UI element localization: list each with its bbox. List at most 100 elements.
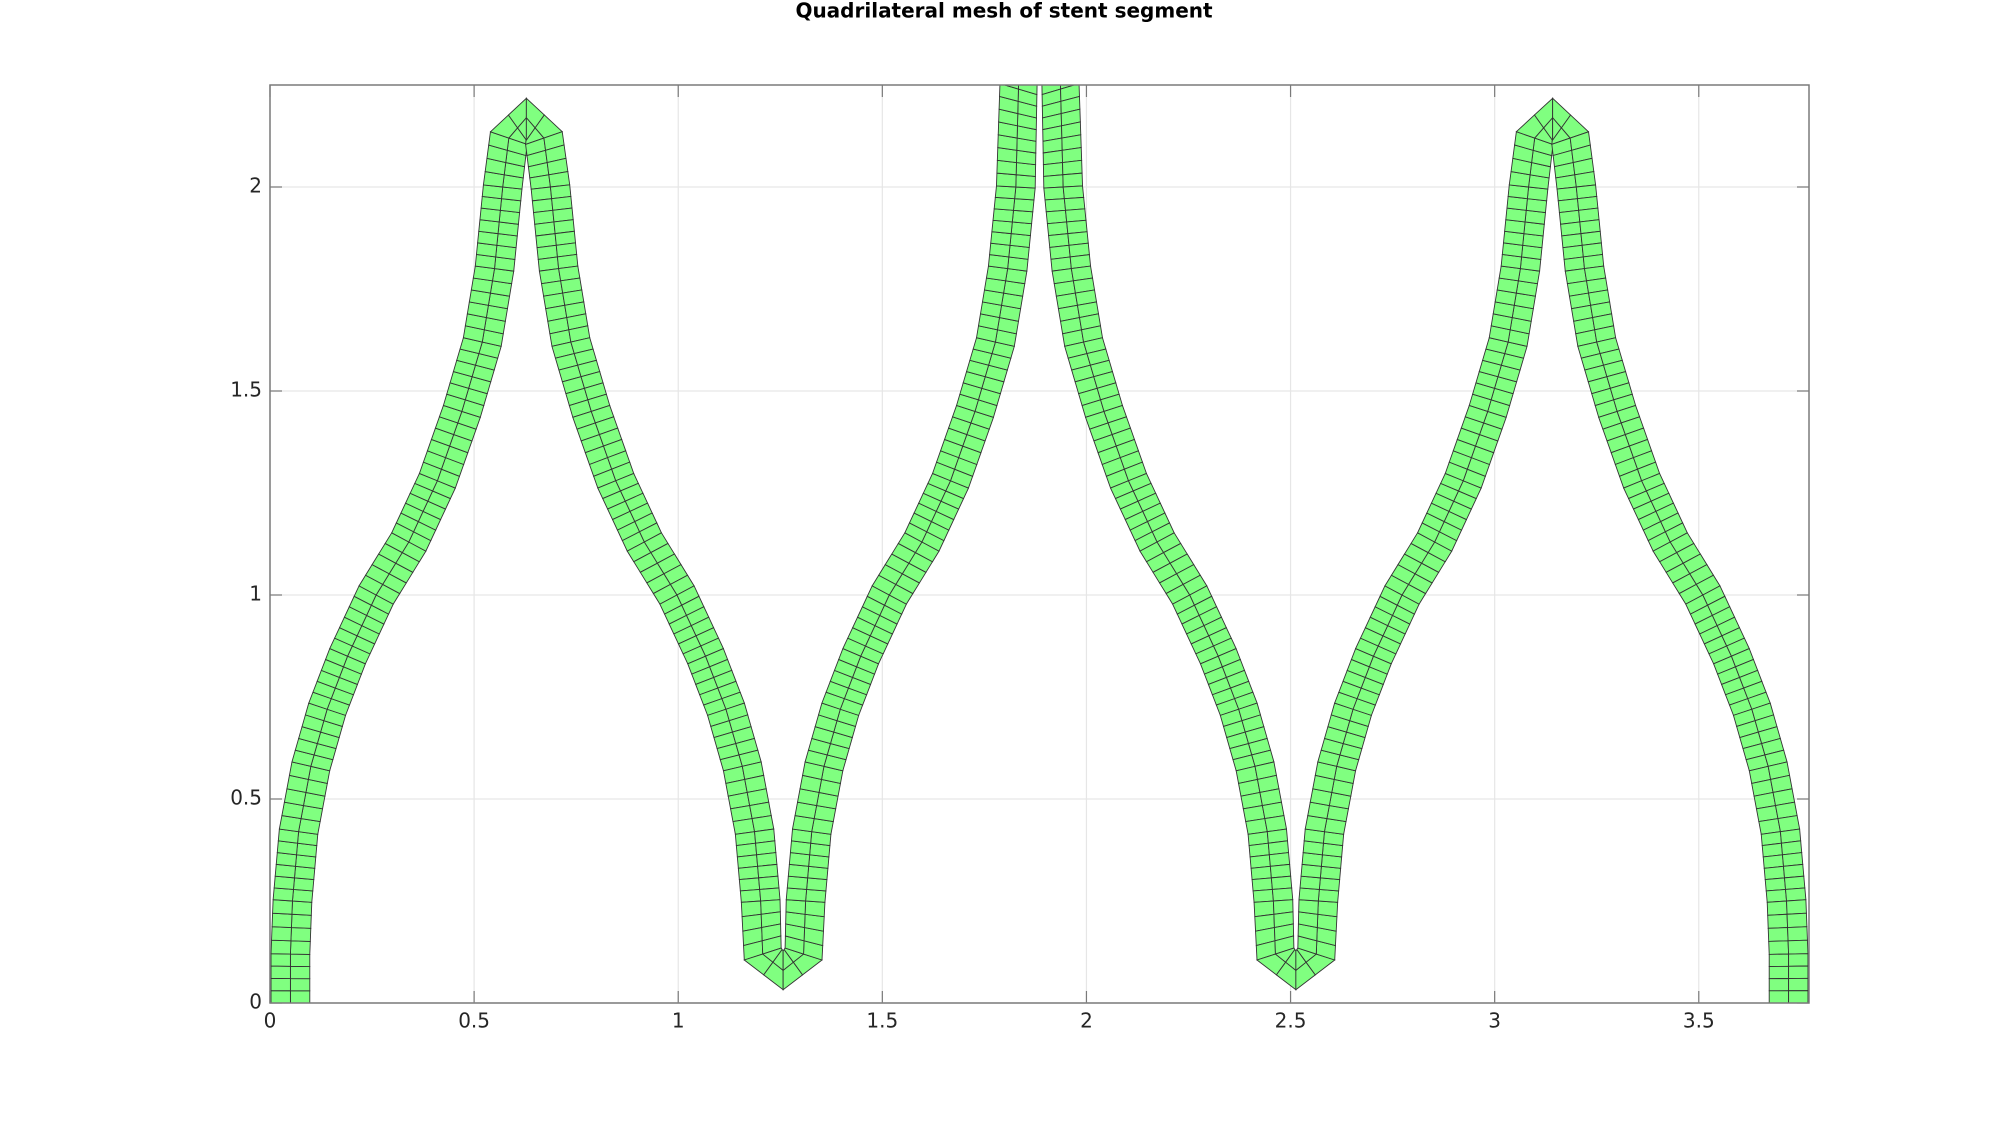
mesh-cell [1000,58,1019,77]
tick-labels: 0 0.5 1 1.5 2 2.5 3 3.5 0 0.5 1 1.5 2 [230,174,1714,1033]
mesh-cell [1046,58,1078,65]
mesh-cell [1001,58,1033,65]
mesh-cell [806,877,828,892]
mesh-cell [738,877,761,892]
mesh-cell [1317,900,1339,918]
mesh-cell [1042,162,1064,177]
mesh-cell [1768,965,1790,980]
mesh-cell [1017,85,1038,96]
x-tick-label: 1 [672,1009,685,1033]
mesh-cell [1764,877,1787,892]
mesh-cell [1252,888,1274,903]
mesh-cell [1768,978,1790,992]
y-tick-label: 2 [249,174,262,198]
mesh-cell [289,953,311,968]
mesh-cell [995,172,1017,188]
mesh-cell [1786,912,1808,928]
mesh-cell [1062,172,1084,188]
mesh-cell [785,887,808,902]
mesh-cell [1767,927,1789,942]
mesh-cell [994,185,1017,200]
mesh-cell [1250,865,1272,881]
x-tick-label: 3 [1488,1009,1501,1033]
mesh-cell [1574,171,1597,188]
mesh-cell [1784,875,1806,890]
mesh-cell [291,900,313,916]
mesh-cell [805,888,827,903]
x-tick-label: 2.5 [1275,1009,1307,1033]
mesh-cell [804,900,826,918]
mesh-cell [1298,899,1319,915]
mesh-cell [1269,863,1292,879]
y-tick-label: 0 [249,990,262,1014]
mesh-cell [1298,887,1320,902]
axes-box [269,84,1810,1004]
mesh-cell [1787,939,1809,955]
mesh-cell [1060,58,1079,77]
mesh-cell [1251,877,1273,892]
mesh-cell [1271,887,1294,902]
mesh-cell [786,875,809,890]
y-tick-label: 1 [249,582,262,606]
mesh-cell [1033,65,1047,72]
mesh-cell [270,953,291,967]
mesh-cell [1019,65,1039,72]
mesh-cell [757,863,779,879]
mesh-cell [1043,186,1065,201]
mesh-cell [1785,887,1807,902]
mesh-cell [1788,965,1809,979]
x-tick-label: 3.5 [1683,1009,1715,1033]
mesh-cell [1015,174,1036,189]
x-tick-label: 2 [1080,1009,1093,1033]
mesh-cell [270,965,291,979]
mesh-cell [290,913,312,929]
mesh-cell [1042,65,1061,83]
mesh-cell [1043,174,1064,189]
mesh-cell [1768,990,1790,1003]
mesh-cell [1788,990,1809,1003]
mesh-cell [1782,863,1805,879]
mesh-cell [993,196,1016,211]
mesh-cell [991,219,1013,235]
mesh-cell [273,875,295,890]
mesh-cell [290,927,312,942]
mesh-cell [1009,233,1031,248]
mesh-cell [1767,913,1789,929]
mesh-cell [270,977,291,992]
mesh-cell [1040,65,1060,72]
mesh-cell [1299,875,1321,890]
mesh-cell [272,887,294,902]
mesh-cell [271,926,292,942]
mesh-cell [1766,900,1788,916]
mesh-cell [1318,877,1341,892]
y-tick-label: 0.5 [230,786,262,810]
mesh-cell [1765,888,1788,903]
mesh-cell [1014,186,1036,201]
mesh-cell [292,877,315,892]
mesh-cell [1062,159,1083,176]
x-tick-label: 0.5 [458,1009,490,1033]
mesh-cell [739,888,762,903]
mesh-cell [1027,58,1053,65]
mesh-cell [289,978,311,992]
mesh-cell [1270,875,1293,890]
mesh-cell [1065,208,1087,223]
mesh-cell [270,990,291,1003]
mesh-cell [1788,953,1809,967]
mesh-cell [271,912,293,928]
mesh-cell [1012,198,1035,213]
chart-title: Quadrilateral mesh of stent segment [795,0,1213,23]
mesh-cell [992,208,1014,223]
mesh-cell [1019,65,1038,83]
mesh-cell [785,899,807,915]
mesh-cell [1317,888,1340,903]
mesh-cell [1011,209,1034,225]
mesh-cell [272,899,293,915]
mesh-cell [999,85,1019,102]
mesh-cell [1788,977,1809,992]
x-tick-label: 1.5 [866,1009,898,1033]
mesh-cell [289,940,311,955]
mesh-cell [1763,865,1785,881]
